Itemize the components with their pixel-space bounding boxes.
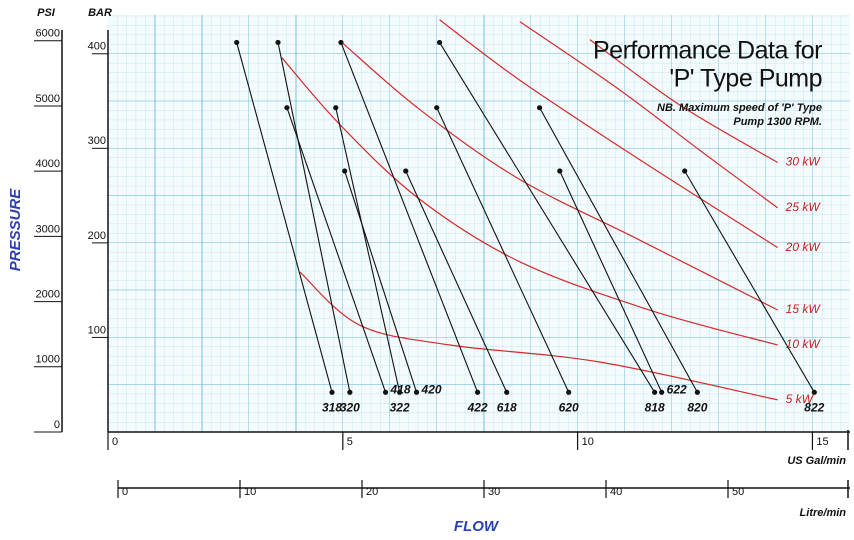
pump-line	[335, 107, 401, 393]
pump-point	[284, 105, 290, 111]
pump-point	[413, 389, 420, 395]
power-label: 10 kW	[786, 337, 822, 351]
pump-line	[236, 42, 333, 393]
x2-tick-label: 30	[488, 486, 500, 498]
y2-tick-label: 5000	[36, 93, 60, 105]
y2-tick-label: 3000	[36, 223, 60, 235]
x-tick-label: 10	[582, 436, 594, 448]
y2-tick-label: 2000	[36, 288, 60, 300]
y-label: PRESSURE	[7, 188, 24, 272]
pump-line	[340, 42, 479, 393]
pump-label: 318	[322, 400, 342, 414]
power-curve	[439, 19, 779, 249]
pump-line	[286, 107, 387, 393]
pump-point	[342, 168, 348, 174]
pump-point	[557, 168, 563, 174]
y2-tick-label: 1000	[36, 354, 60, 366]
pump-point	[347, 389, 353, 395]
pump-point	[566, 389, 572, 395]
x2-tick-label: 20	[366, 486, 378, 498]
pump-point	[397, 389, 403, 395]
x2-tick-label: 10	[244, 486, 256, 498]
pump-point	[436, 39, 443, 46]
pump-line	[344, 170, 418, 393]
pump-point	[682, 168, 688, 174]
power-label: 15 kW	[786, 302, 822, 316]
power-label: 25 kW	[785, 200, 822, 214]
pump-label: 818	[645, 400, 665, 414]
title-line: 'P' Type Pump	[669, 65, 822, 93]
pump-point	[403, 168, 409, 174]
pump-point	[434, 105, 440, 111]
y-tick-label: 100	[88, 324, 106, 336]
power-curve	[341, 41, 778, 311]
pump-label: 620	[559, 400, 579, 414]
y2-tick-label: 6000	[36, 28, 60, 40]
y2-tick-label: 0	[54, 419, 60, 431]
pump-line	[539, 107, 698, 393]
title-line: Performance Data for	[593, 37, 822, 65]
x2-tick-label: 0	[122, 486, 128, 498]
y2-tick-label: 4000	[36, 158, 60, 170]
x-unit: US Gal/min	[787, 455, 846, 467]
power-curve	[299, 271, 778, 401]
pump-point	[536, 105, 543, 111]
y-tick-label: 300	[88, 135, 106, 147]
x2-tick-label: 40	[610, 486, 622, 498]
pump-label: 820	[687, 400, 707, 414]
power-label: 30 kW	[786, 155, 822, 169]
x-tick-label: 15	[816, 436, 828, 448]
pump-line	[277, 42, 351, 393]
y-unit: BAR	[88, 7, 112, 19]
pump-line	[684, 170, 815, 393]
y-tick-label: 200	[88, 230, 106, 242]
note-line: Pump 1300 RPM.	[733, 116, 822, 128]
pump-point	[811, 389, 817, 395]
pump-point	[382, 389, 389, 395]
pump-point	[234, 39, 240, 46]
pump-point	[504, 389, 510, 395]
y2-unit: PSI	[37, 7, 56, 19]
pump-line	[436, 107, 570, 393]
pump-point	[275, 39, 281, 46]
power-curve	[519, 21, 779, 209]
x-label: FLOW	[454, 518, 500, 535]
pump-label: 420	[421, 382, 442, 396]
pump-label: 422	[467, 400, 488, 414]
pump-point	[338, 39, 344, 46]
pump-label: 622	[667, 382, 687, 396]
pump-label: 320	[340, 400, 360, 414]
pump-point	[329, 389, 335, 395]
pump-label: 322	[390, 400, 410, 414]
pump-point	[652, 389, 658, 395]
pump-label: 618	[497, 400, 517, 414]
coarse-grid	[108, 15, 850, 432]
pump-label: 418	[390, 382, 411, 396]
pump-label: 822	[804, 400, 824, 414]
pump-line	[439, 42, 656, 393]
pump-point	[694, 389, 700, 395]
pump-point	[474, 389, 481, 395]
pump-line	[405, 170, 508, 393]
power-label: 5 kW	[786, 392, 815, 406]
note-line: NB. Maximum speed of 'P' Type	[657, 102, 822, 114]
pump-point	[333, 105, 339, 111]
pump-point	[659, 389, 665, 395]
pump-line	[559, 170, 663, 393]
power-label: 20 kW	[785, 240, 822, 254]
power-curve	[589, 39, 778, 164]
x-tick-label: 0	[112, 436, 118, 448]
x2-unit: Litre/min	[800, 507, 847, 519]
y-tick-label: 400	[88, 41, 106, 53]
x-tick-label: 5	[347, 436, 353, 448]
x2-tick-label: 50	[732, 486, 744, 498]
